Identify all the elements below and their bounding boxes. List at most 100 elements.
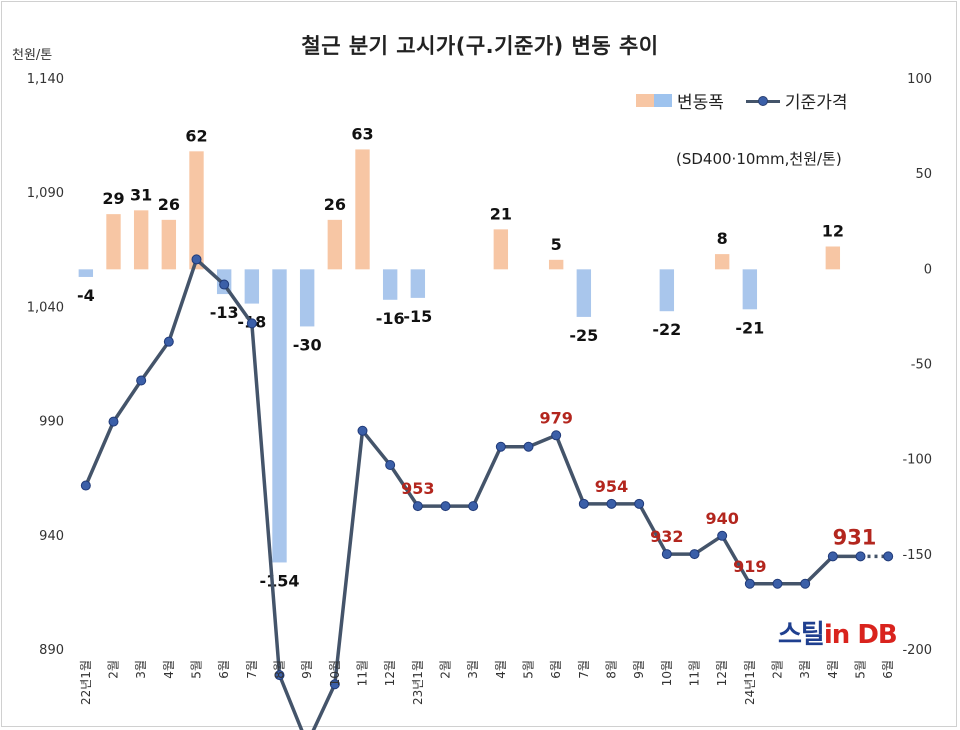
left-axis-tick-label: 1,140 [27, 72, 64, 87]
change-bar [244, 269, 260, 304]
price-marker [80, 480, 91, 491]
x-axis-tick-label: 9월 [632, 660, 646, 679]
price-marker [883, 551, 894, 562]
change-bar [576, 269, 592, 317]
price-marker [523, 441, 534, 452]
x-axis-tick-label: 5월 [190, 660, 204, 679]
x-axis-tick-label: 10월 [660, 660, 674, 686]
price-data-label: 940 [705, 509, 738, 528]
price-marker [163, 336, 174, 347]
change-bar [327, 219, 343, 270]
change-bar [355, 149, 370, 270]
left-axis-tick-label: 1,040 [27, 300, 64, 315]
price-marker [108, 416, 119, 427]
right-axis-tick-label: -200 [902, 643, 932, 658]
change-bar [659, 269, 675, 312]
logo-text-1: 스틸 [778, 620, 825, 650]
legend-swatch-positive [636, 94, 654, 107]
x-axis-tick-label: 6월 [549, 660, 563, 679]
x-axis-tick-label: 4월 [162, 660, 176, 679]
price-marker [357, 425, 368, 436]
price-marker [744, 578, 755, 589]
x-axis-tick-label: 3월 [798, 660, 812, 679]
price-marker [219, 279, 230, 290]
x-axis-tick-label: 7월 [245, 660, 259, 679]
change-bar [272, 269, 287, 563]
price-data-label: 954 [595, 477, 628, 496]
change-bar [299, 269, 315, 327]
x-axis-tick-label: 8월 [605, 660, 619, 679]
left-axis-tick-label: 1,090 [27, 186, 64, 201]
right-axis-tick-label: 50 [915, 167, 932, 182]
x-axis-tick-label: 8월 [273, 660, 287, 679]
price-marker [578, 498, 589, 509]
change-data-label: -22 [652, 320, 681, 339]
right-axis-tick-label: 100 [907, 72, 932, 87]
change-bar [133, 210, 149, 270]
legend-swatch-negative [654, 94, 672, 107]
chart-title: 철근 분기 고시가(구.기준가) 변동 추이 [301, 34, 659, 58]
x-axis-tick-label: 22년1월 [79, 660, 93, 705]
change-bar [410, 269, 426, 298]
price-marker [274, 670, 285, 681]
change-bar [161, 219, 177, 270]
change-data-label: 63 [351, 124, 373, 143]
price-marker [827, 551, 838, 562]
price-data-label: 919 [733, 557, 766, 576]
right-axis-tick-label: 0 [924, 262, 932, 277]
price-marker [329, 679, 340, 690]
price-marker [136, 375, 147, 386]
x-axis-tick-label: 12월 [715, 660, 729, 686]
x-axis-tick-label: 3월 [134, 660, 148, 679]
price-marker [689, 549, 700, 560]
change-bar [825, 246, 841, 270]
price-marker [772, 578, 783, 589]
change-data-label: 8 [717, 229, 728, 248]
price-marker [551, 430, 562, 441]
change-data-label: 62 [185, 126, 207, 145]
price-marker [385, 459, 396, 470]
x-axis-tick-label: 3월 [466, 660, 480, 679]
logo-text-2: in DB [823, 620, 898, 650]
change-bar [742, 269, 758, 310]
price-marker [246, 318, 257, 329]
price-data-label: 932 [650, 527, 683, 546]
change-data-label: 29 [102, 189, 124, 208]
price-marker [661, 549, 672, 560]
legend: 변동폭 기준가격 [636, 88, 869, 113]
change-data-label: -16 [376, 309, 405, 328]
change-bar [106, 214, 121, 270]
x-axis-tick-label: 11월 [356, 660, 370, 686]
left-axis-tick-label: 890 [39, 643, 64, 658]
price-data-label: 979 [539, 408, 572, 427]
change-data-label: 31 [130, 185, 152, 204]
x-axis-tick-label: 4월 [494, 660, 508, 679]
price-marker [634, 498, 645, 509]
left-axis-unit: 천원/톤 [12, 48, 53, 63]
x-axis-tick-label: 7월 [577, 660, 591, 679]
x-axis-tick-label: 23년1월 [411, 660, 425, 705]
x-axis-tick-label: 24년1월 [743, 660, 757, 705]
change-data-label: -25 [569, 326, 598, 345]
change-data-label: 26 [324, 195, 346, 214]
price-marker [855, 551, 866, 562]
change-data-label: 26 [158, 195, 180, 214]
change-data-label: -13 [210, 303, 239, 322]
price-marker [468, 501, 479, 512]
left-axis-tick-label: 990 [39, 415, 64, 430]
change-data-label: 12 [822, 221, 844, 240]
legend-label-bar: 변동폭 [677, 93, 724, 113]
change-bar [548, 259, 564, 270]
price-data-label: 931 [833, 525, 877, 549]
change-data-label: -21 [735, 318, 764, 337]
spec-note: (SD400·10mm,천원/톤) [676, 150, 842, 168]
left-axis-tick-label: 940 [39, 529, 64, 544]
price-marker [191, 254, 202, 265]
change-data-label: 5 [551, 235, 562, 254]
right-axis-tick-label: -100 [902, 453, 932, 468]
x-axis-tick-label: 6월 [217, 660, 231, 679]
change-data-label: -30 [293, 335, 322, 354]
change-data-label: -4 [77, 286, 95, 305]
right-axis-tick-label: -50 [911, 358, 932, 373]
